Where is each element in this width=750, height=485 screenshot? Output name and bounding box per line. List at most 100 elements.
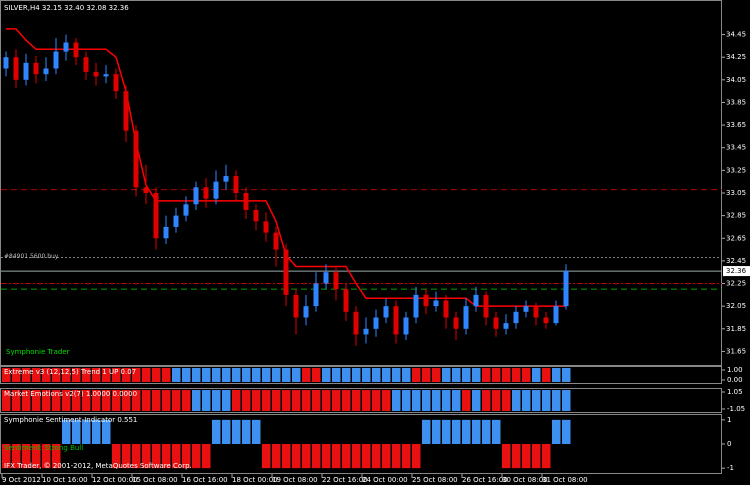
candle-body	[443, 300, 449, 318]
indicator-bar	[362, 368, 371, 382]
indicator-bar	[72, 390, 81, 411]
panel-title: Market Emotions v2(7) 1.0000 0.0000	[4, 390, 137, 398]
candle-body	[513, 311, 519, 324]
candle-body	[543, 317, 549, 324]
indicator-bar	[522, 390, 531, 411]
indicator-bar	[472, 368, 481, 382]
indicator-bar	[292, 368, 301, 382]
indicator-bar	[22, 390, 31, 411]
candle-body	[293, 294, 299, 318]
indicator-bar	[312, 390, 321, 411]
indicator-bar	[42, 368, 51, 382]
indicator-bar	[542, 444, 551, 469]
indicator-bar	[392, 390, 401, 411]
indicator-bar	[562, 368, 571, 382]
indicator-bar	[372, 390, 381, 411]
indicator-bar	[532, 368, 541, 382]
indicator-bar	[102, 419, 111, 444]
candle-body	[3, 57, 9, 69]
y-tick-label: 32.45	[726, 257, 746, 265]
candle-body	[103, 74, 109, 77]
indicator-bar	[502, 368, 511, 382]
indicator-bar	[142, 390, 151, 411]
indicator-bar	[22, 368, 31, 382]
y-tick-label: 34.25	[726, 53, 746, 61]
indicator-bar	[482, 419, 491, 444]
indicator-bar	[252, 368, 261, 382]
x-tick-label: 12 Oct 00:00	[92, 476, 138, 484]
indicator-bar	[242, 368, 251, 382]
indicator-bar	[322, 390, 331, 411]
y-tick-label: 1.00	[727, 366, 743, 374]
candle-body	[413, 294, 419, 318]
panel-frame	[0, 366, 722, 384]
indicator-bar	[412, 390, 421, 411]
y-tick-label: 0	[727, 440, 731, 448]
panel-frame	[0, 414, 722, 474]
indicator-bar	[252, 390, 261, 411]
candle-body	[503, 323, 509, 329]
indicator-bar	[452, 368, 461, 382]
candle-body	[273, 232, 279, 250]
indicator-bar	[302, 368, 311, 382]
x-tick-label: 24 Oct 00:00	[362, 476, 408, 484]
indicator-bar	[232, 368, 241, 382]
indicator-bar	[512, 368, 521, 382]
indicator-bar	[82, 419, 91, 444]
indicator-bar	[432, 390, 441, 411]
indicator-bar	[272, 390, 281, 411]
indicator-bar	[562, 419, 571, 444]
indicator-bar	[102, 390, 111, 411]
indicator-bar	[152, 368, 161, 382]
indicator-bar	[392, 368, 401, 382]
indicator-bar	[62, 390, 71, 411]
indicator-bar	[142, 368, 151, 382]
indicator-bar	[492, 419, 501, 444]
indicator-bar	[172, 368, 181, 382]
candle-body	[233, 176, 239, 193]
candle-body	[243, 192, 249, 210]
x-tick-label: 16 Oct 16:00	[182, 476, 228, 484]
indicator-bar	[542, 390, 551, 411]
x-tick-label: 31 Oct 08:00	[542, 476, 588, 484]
indicator-bar	[502, 444, 511, 469]
indicator-bar	[412, 444, 421, 469]
indicator-bar	[2, 368, 11, 382]
indicator-bar	[92, 390, 101, 411]
indicator-bar	[2, 444, 11, 469]
indicator-bar	[292, 390, 301, 411]
candle-body	[473, 294, 479, 307]
indicator-bar	[552, 368, 561, 382]
candle-body	[173, 215, 179, 227]
indicator-bar	[42, 390, 51, 411]
x-tick-label: 30 Oct 08:00	[502, 476, 548, 484]
candle-body	[163, 226, 169, 239]
candle-body	[323, 272, 329, 284]
indicator-bar	[122, 368, 131, 382]
indicator-bar	[182, 368, 191, 382]
candle-body	[193, 187, 199, 205]
indicator-bar	[342, 390, 351, 411]
indicator-bar	[542, 368, 551, 382]
indicator-bar	[382, 368, 391, 382]
indicator-bar	[332, 444, 341, 469]
x-tick-label: 15 Oct 08:00	[132, 476, 178, 484]
indicator-bar	[432, 368, 441, 382]
indicator-bar	[152, 390, 161, 411]
indicator-bar	[92, 368, 101, 382]
candle-body	[283, 249, 289, 295]
indicator-bar	[362, 444, 371, 469]
candle-body	[93, 71, 99, 77]
indicator-bar	[552, 390, 561, 411]
indicator-bar	[122, 390, 131, 411]
candle-body	[223, 176, 229, 182]
indicator-bar	[42, 444, 51, 469]
indicator-bar	[32, 368, 41, 382]
y-tick-label: 32.85	[726, 212, 746, 220]
candle-body	[63, 42, 69, 52]
candle-body	[153, 192, 159, 239]
candle-body	[533, 306, 539, 318]
y-tick-label: 33.05	[726, 189, 746, 197]
indicator-bar	[312, 368, 321, 382]
